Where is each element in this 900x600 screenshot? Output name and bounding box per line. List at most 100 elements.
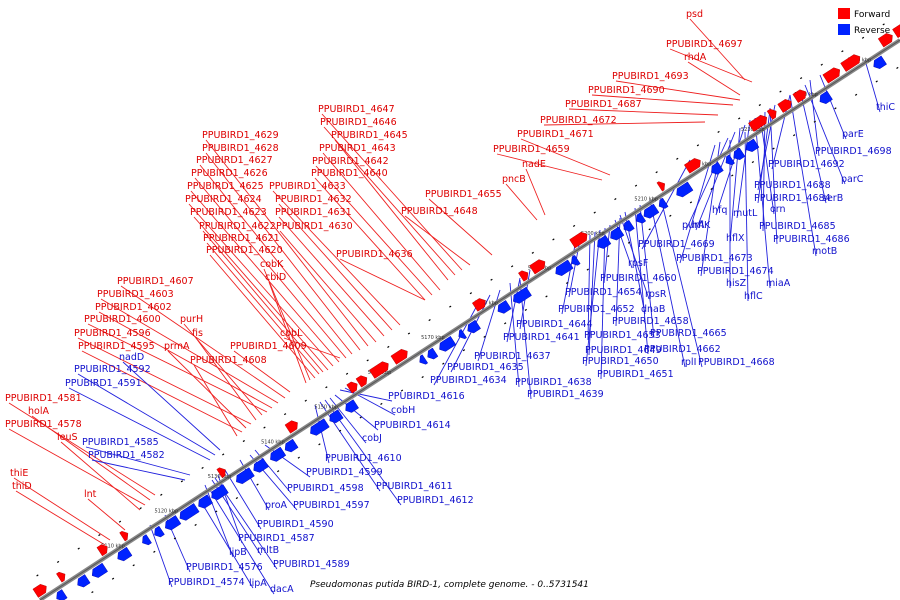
reverse-gene-feature[interactable] <box>553 259 574 278</box>
reverse-gene-label[interactable]: PPUBIRD1_4592 <box>74 364 151 375</box>
forward-gene-feature[interactable] <box>748 113 769 132</box>
reverse-gene-label[interactable]: PPUBIRD1_4654 <box>565 287 642 298</box>
forward-gene-label[interactable]: pncB <box>502 174 526 185</box>
reverse-gene-label[interactable]: PPUBIRD1_4652 <box>558 304 635 315</box>
reverse-gene-label[interactable]: PPUBIRD1_4692 <box>768 159 845 170</box>
reverse-gene-label[interactable]: mltB <box>257 545 279 556</box>
forward-gene-feature[interactable] <box>518 269 530 282</box>
forward-gene-label[interactable]: fis <box>192 328 203 339</box>
reverse-gene-label[interactable]: purA <box>682 220 705 231</box>
reverse-gene-feature[interactable] <box>308 418 330 438</box>
reverse-gene-label[interactable]: hflC <box>744 291 763 302</box>
forward-gene-label[interactable]: PPUBIRD1_4609 <box>230 341 307 352</box>
reverse-gene-label[interactable]: PPUBIRD1_4582 <box>88 450 165 461</box>
forward-gene-feature[interactable] <box>683 156 703 174</box>
forward-gene-feature[interactable] <box>569 230 590 249</box>
forward-gene-label[interactable]: PPUBIRD1_4647 <box>318 104 395 115</box>
reverse-gene-feature[interactable] <box>495 300 512 315</box>
reverse-gene-label[interactable]: PPUBIRD1_4650 <box>582 356 659 367</box>
forward-gene-label[interactable]: PPUBIRD1_4626 <box>191 168 268 179</box>
reverse-gene-feature[interactable] <box>234 467 255 486</box>
reverse-gene-label[interactable]: PPUBIRD1_4651 <box>597 369 674 380</box>
forward-gene-feature[interactable] <box>216 466 228 479</box>
forward-gene-feature[interactable] <box>284 418 300 434</box>
forward-gene-label[interactable]: PPUBIRD1_4627 <box>196 155 273 166</box>
reverse-gene-feature[interactable] <box>723 154 735 167</box>
reverse-gene-label[interactable]: PPUBIRD1_4662 <box>644 344 721 355</box>
forward-gene-label[interactable]: lnt <box>84 489 97 500</box>
reverse-gene-label[interactable]: PPUBIRD1_4641 <box>503 332 580 343</box>
reverse-gene-feature[interactable] <box>595 235 612 250</box>
forward-gene-feature[interactable] <box>529 257 547 275</box>
reverse-gene-feature[interactable] <box>871 55 887 71</box>
reverse-gene-label[interactable]: PPUBIRD1_4688 <box>754 180 831 191</box>
forward-gene-label[interactable]: PPUBIRD1_4648 <box>401 206 478 217</box>
reverse-gene-label[interactable]: PPUBIRD1_4591 <box>65 378 142 389</box>
reverse-gene-feature[interactable] <box>456 329 467 341</box>
reverse-gene-label[interactable]: hflX <box>726 233 745 244</box>
reverse-gene-feature[interactable] <box>437 336 457 353</box>
forward-gene-feature[interactable] <box>892 20 900 39</box>
forward-gene-label[interactable]: PPUBIRD1_4596 <box>74 328 151 339</box>
reverse-gene-label[interactable]: dacA <box>270 584 294 595</box>
reverse-gene-label[interactable]: cobH <box>391 405 415 416</box>
reverse-gene-feature[interactable] <box>196 494 213 511</box>
forward-gene-label[interactable]: PPUBIRD1_4630 <box>276 221 353 232</box>
forward-gene-label[interactable]: PPUBIRD1_4581 <box>5 393 82 404</box>
reverse-gene-feature[interactable] <box>163 515 182 532</box>
forward-gene-label[interactable]: cbiD <box>265 272 286 283</box>
forward-gene-label[interactable]: holA <box>28 406 49 417</box>
reverse-gene-label[interactable]: PPUBIRD1_4660 <box>600 273 677 284</box>
reverse-gene-feature[interactable] <box>743 138 760 154</box>
forward-gene-label[interactable]: prmA <box>164 341 190 352</box>
reverse-gene-label[interactable]: PPUBIRD1_4637 <box>474 351 551 362</box>
forward-gene-label[interactable]: PPUBIRD1_4640 <box>311 168 388 179</box>
reverse-gene-label[interactable]: PPUBIRD1_4638 <box>515 377 592 388</box>
forward-gene-label[interactable]: PPUBIRD1_4607 <box>117 276 194 287</box>
forward-gene-label[interactable]: thiE <box>10 468 28 479</box>
reverse-gene-label[interactable]: parC <box>841 174 864 185</box>
forward-gene-label[interactable]: PPUBIRD1_4624 <box>185 194 262 205</box>
forward-gene-feature[interactable] <box>766 107 779 120</box>
forward-gene-label[interactable]: PPUBIRD1_4690 <box>588 85 665 96</box>
reverse-gene-feature[interactable] <box>152 525 165 539</box>
reverse-gene-label[interactable]: PPUBIRD1_4598 <box>287 483 364 494</box>
reverse-gene-label[interactable]: PPUBIRD1_4658 <box>612 316 689 327</box>
forward-gene-label[interactable]: cobL <box>280 328 303 339</box>
reverse-gene-label[interactable]: PPUBIRD1_4612 <box>397 495 474 506</box>
reverse-gene-label[interactable]: PPUBIRD1_4634 <box>430 375 507 386</box>
reverse-gene-label[interactable]: rpsF <box>628 258 648 269</box>
reverse-gene-feature[interactable] <box>656 197 669 210</box>
reverse-gene-feature[interactable] <box>327 409 344 425</box>
reverse-gene-label[interactable]: PPUBIRD1_4673 <box>676 253 753 264</box>
reverse-gene-label[interactable]: PPUBIRD1_4585 <box>82 437 159 448</box>
reverse-gene-feature[interactable] <box>209 484 229 502</box>
forward-gene-label[interactable]: PPUBIRD1_4629 <box>202 130 279 141</box>
reverse-gene-label[interactable]: orn <box>770 204 786 215</box>
forward-gene-label[interactable]: psd <box>686 9 703 20</box>
forward-gene-label[interactable]: PPUBIRD1_4636 <box>336 249 413 260</box>
forward-gene-feature[interactable] <box>56 570 67 583</box>
forward-gene-label[interactable]: PPUBIRD1_4687 <box>565 99 642 110</box>
reverse-gene-label[interactable]: lipA <box>249 578 267 589</box>
reverse-gene-label[interactable]: PPUBIRD1_4685 <box>759 221 836 232</box>
reverse-gene-feature[interactable] <box>268 446 287 464</box>
forward-gene-label[interactable]: PPUBIRD1_4631 <box>275 207 352 218</box>
reverse-gene-feature[interactable] <box>343 399 359 415</box>
forward-gene-label[interactable]: PPUBIRD1_4602 <box>95 302 172 313</box>
forward-gene-label[interactable]: PPUBIRD1_4620 <box>206 245 283 256</box>
forward-gene-feature[interactable] <box>390 347 410 365</box>
reverse-gene-label[interactable]: hflK <box>692 220 711 231</box>
reverse-gene-feature[interactable] <box>569 255 581 267</box>
forward-gene-feature[interactable] <box>877 31 895 48</box>
reverse-gene-label[interactable]: hfq <box>712 205 727 216</box>
forward-gene-label[interactable]: nadE <box>522 159 546 170</box>
reverse-gene-label[interactable]: PPUBIRD1_4614 <box>374 420 451 431</box>
forward-gene-feature[interactable] <box>792 88 809 103</box>
forward-gene-feature[interactable] <box>346 380 360 394</box>
reverse-gene-feature[interactable] <box>709 161 724 176</box>
forward-gene-label[interactable]: thiD <box>12 481 32 492</box>
forward-gene-label[interactable]: PPUBIRD1_4659 <box>493 144 570 155</box>
forward-gene-label[interactable]: PPUBIRD1_4608 <box>190 355 267 366</box>
forward-gene-label[interactable]: PPUBIRD1_4672 <box>540 115 617 126</box>
